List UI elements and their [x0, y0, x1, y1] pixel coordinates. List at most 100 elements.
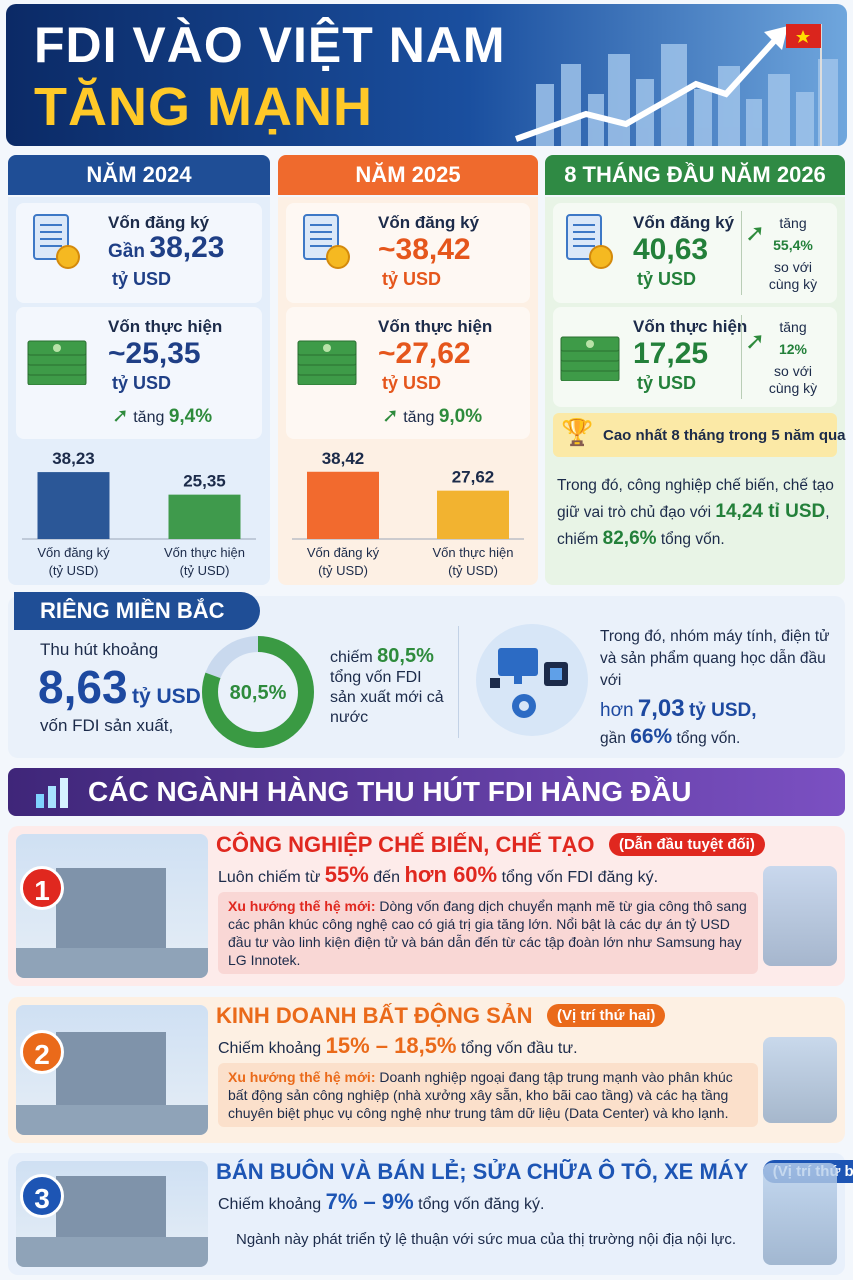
- bar: [37, 472, 110, 539]
- category-unit: (tỷ USD): [448, 563, 498, 578]
- growth-word: tăng: [133, 409, 165, 426]
- unit: tỷ USD,: [688, 700, 757, 721]
- north-value-line: 8,63 tỷ USD: [38, 660, 201, 714]
- share-text: Luôn chiếm từ: [218, 869, 321, 886]
- share-text: Chiếm khoảng: [218, 1196, 322, 1213]
- donut-label: 80,5%: [230, 682, 287, 704]
- unit: tỷ USD: [637, 373, 697, 393]
- share: 66%: [630, 725, 673, 748]
- arrow: ➚: [745, 220, 766, 247]
- donut-chart: 80,5%: [202, 636, 314, 748]
- bill-mark: [53, 344, 61, 352]
- bar: [437, 490, 509, 539]
- trend-label: Xu hướng thế hệ mới:: [228, 1069, 376, 1085]
- category-unit: (tỷ USD): [318, 563, 368, 578]
- document-icon: [566, 214, 613, 269]
- bar-chart: 38,42 Vốn đăng ký (tỷ USD) 27,62 Vốn thực hi…: [292, 449, 524, 578]
- share-desc: tổng vốn FDI sản xuất mới cả nước: [330, 669, 444, 726]
- amount-prefix: hơn: [600, 700, 634, 721]
- industry-name: BÁN BUÔN VÀ BÁN LẺ; SỬA CHỮA Ô TÔ, XE MÁ…: [216, 1159, 749, 1184]
- growth-value: 9,0%: [438, 406, 483, 427]
- ground: [16, 948, 208, 978]
- detail-text: Trong đó, nhóm máy tính, điện tử và sản …: [600, 628, 830, 689]
- disbursed-label: Vốn thực hiện: [633, 317, 748, 336]
- note-share: 82,6%: [602, 528, 657, 549]
- share-text: đến: [373, 869, 400, 886]
- growth: ➚ tăng 9,0%: [382, 403, 482, 428]
- trend-text: Doanh nghiệp ngoại đang tập trung mạnh v…: [228, 1069, 733, 1121]
- category-label: Vốn đăng ký: [37, 545, 110, 560]
- share-prefix: gần: [600, 730, 626, 747]
- panel-title: NĂM 2024: [8, 155, 270, 195]
- industry-card: 3 BÁN BUÔN VÀ BÁN LẺ; SỬA CHỮA Ô TÔ, XE M…: [8, 1153, 853, 1275]
- comma: ,: [825, 504, 830, 521]
- badge: [553, 413, 837, 457]
- note-text: tổng vốn.: [660, 531, 725, 548]
- share-highlight: 15% – 18,5%: [325, 1033, 457, 1058]
- coin: [589, 245, 613, 269]
- note-text: Trong đó, công nghiệp chế biến, chế tạo …: [557, 477, 834, 521]
- badge-text: Cao nhất 8 tháng trong 5 năm qua: [603, 427, 846, 444]
- registered-line: Gần 38,23: [108, 231, 224, 265]
- share-line: Chiếm khoảng 7% – 9% tổng vốn đăng ký.: [218, 1189, 544, 1215]
- bar: [168, 494, 241, 539]
- value-label: 38,42: [322, 449, 365, 468]
- registered-value: 40,63: [633, 233, 709, 266]
- panel-title: 8 THÁNG ĐẦU NĂM 2026: [545, 155, 845, 195]
- divider: [741, 211, 742, 295]
- note-text: chiếm: [557, 531, 599, 548]
- share-highlight: hơn 60%: [404, 862, 498, 887]
- unit: tỷ USD: [112, 269, 172, 289]
- coin: [56, 245, 80, 269]
- industry-card: 2 KINH DOANH BẤT ĐỘNG SẢN (Vị trí thứ hai…: [8, 997, 845, 1143]
- category-unit: (tỷ USD): [180, 563, 230, 578]
- industry-name: KINH DOANH BẤT ĐỘNG SẢN: [216, 1003, 533, 1028]
- trend-text: Dòng vốn đang dịch chuyển mạnh mẽ từ gia…: [228, 898, 747, 968]
- industry-title: KINH DOANH BẤT ĐỘNG SẢN (Vị trí thứ hai): [216, 1003, 666, 1029]
- value-label: 25,35: [183, 472, 226, 491]
- growth-word: tăng: [403, 409, 435, 426]
- panel-title: NĂM 2025: [278, 155, 538, 195]
- growth-value: 12%: [778, 341, 808, 357]
- section-title: CÁC NGÀNH HÀNG THU HÚT FDI HÀNG ĐẦU: [8, 768, 845, 816]
- side-image: [763, 1037, 837, 1123]
- registered-label: Vốn đăng ký: [378, 213, 480, 232]
- category-label: Vốn thực hiện: [164, 545, 245, 560]
- industry-image: [16, 1005, 208, 1135]
- growth-word: tăng: [779, 319, 807, 335]
- share-line: Chiếm khoảng 15% – 18,5% tổng vốn đầu tư…: [218, 1033, 578, 1059]
- rank-badge: 2: [20, 1030, 64, 1074]
- bars-icon: [36, 778, 68, 808]
- registered-label: Vốn đăng ký: [633, 213, 735, 232]
- category-label: Vốn thực hiện: [433, 545, 514, 560]
- year-panel: 8 THÁNG ĐẦU NĂM 2026 Vốn đăng ký 40,63 t…: [545, 155, 846, 587]
- note: Trong đó, công nghiệp chế biến, chế tạo …: [557, 473, 839, 553]
- side-image: [763, 1163, 837, 1265]
- section-title: RIÊNG MIỀN BẮC: [14, 592, 260, 630]
- trend-label: Xu hướng thế hệ mới:: [228, 898, 376, 914]
- share-highlight: 55%: [324, 862, 369, 887]
- value-label: 38,23: [52, 449, 95, 468]
- rank-badge: 1: [20, 866, 64, 910]
- industry-card: 1 CÔNG NGHIỆP CHẾ BIẾN, CHẾ TẠO (Dẫn đầu …: [8, 826, 845, 986]
- unit: tỷ USD: [131, 685, 201, 708]
- side-image: [763, 866, 837, 966]
- growth-value: 55,4%: [773, 237, 813, 253]
- disbursed-label: Vốn thực hiện: [378, 317, 493, 336]
- arrow: ➚: [112, 405, 129, 427]
- skyline-illustration: [514, 24, 838, 146]
- share-tail: tổng vốn.: [676, 730, 741, 747]
- trend-box: Xu hướng thế hệ mới: Doanh nghiệp ngoại …: [218, 1063, 758, 1127]
- registered-label: Vốn đăng ký: [108, 213, 210, 232]
- industry-tag: (Dẫn đầu tuyệt đối): [608, 833, 765, 856]
- unit: tỷ USD: [382, 269, 442, 289]
- ground: [16, 1105, 208, 1135]
- industry-tag: (Vị trí thứ hai): [547, 1004, 666, 1027]
- share-value: 80,5%: [377, 645, 434, 667]
- cash-icon: [560, 336, 620, 381]
- year-panel: NĂM 2024 Vốn đăng ký Gần 38,23 tỷ USD Vố…: [8, 155, 270, 587]
- year-panel: NĂM 2025 Vốn đăng ký ~38,42 tỷ USD Vốn t…: [278, 155, 538, 587]
- coin: [326, 245, 350, 269]
- growth-word: tăng: [779, 215, 807, 231]
- amount: 7,03: [637, 695, 685, 722]
